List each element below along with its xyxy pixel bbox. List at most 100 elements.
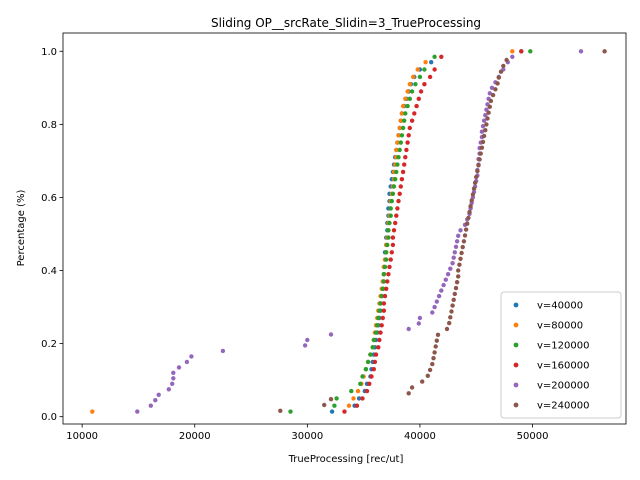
data-point [153, 398, 158, 403]
data-point [398, 118, 403, 123]
data-point [454, 239, 460, 244]
y-axis-label: Percentage (%) [16, 190, 27, 267]
chart-title: Sliding OP__srcRate_Slidin=3_TrueProcess… [211, 16, 481, 30]
data-point [427, 74, 433, 80]
series-v-160000 [342, 49, 524, 414]
data-point [380, 315, 385, 321]
data-point [382, 264, 388, 270]
data-point [439, 288, 444, 293]
data-point [397, 125, 402, 131]
data-point [469, 198, 474, 203]
data-point [393, 220, 398, 226]
data-point [481, 133, 487, 139]
data-point [405, 140, 410, 145]
data-point [399, 133, 405, 138]
data-point [416, 96, 421, 102]
data-point [465, 221, 470, 226]
data-point [377, 337, 382, 343]
x-tick-label: 50000 [517, 431, 549, 442]
data-point [342, 409, 347, 414]
data-point [406, 391, 411, 396]
legend-entry-label: v=160000 [537, 361, 589, 372]
data-point [388, 257, 393, 262]
data-point [422, 67, 427, 72]
data-point [351, 396, 356, 401]
data-point [395, 206, 400, 211]
data-point [487, 104, 492, 110]
data-point [278, 408, 283, 413]
data-point [493, 87, 498, 92]
data-point [452, 291, 457, 297]
data-point [396, 133, 401, 138]
series-v-240000 [278, 49, 607, 413]
data-point [466, 215, 471, 221]
legend-marker [513, 302, 519, 308]
x-tick-label: 20000 [179, 431, 211, 442]
data-point [156, 392, 161, 397]
legend-marker [513, 382, 519, 388]
data-point [379, 323, 384, 328]
data-point [400, 125, 406, 131]
data-point [393, 177, 398, 182]
x-tick-label: 40000 [404, 431, 436, 442]
data-point [400, 169, 406, 175]
y-tick-label: 0.4 [41, 266, 57, 277]
data-point [448, 266, 453, 271]
data-point [363, 367, 369, 372]
data-point [450, 261, 455, 266]
data-point [425, 373, 430, 378]
legend-entry-label: v=120000 [537, 341, 589, 352]
data-point [439, 54, 444, 59]
data-point [501, 63, 506, 69]
data-point [510, 49, 515, 54]
data-point [390, 191, 396, 196]
data-point [461, 239, 467, 244]
data-point [458, 228, 463, 233]
data-point [490, 92, 496, 98]
data-point [475, 168, 480, 174]
data-point [485, 116, 490, 121]
data-point [394, 147, 399, 153]
data-point [381, 301, 387, 306]
data-point [452, 250, 457, 255]
data-point [413, 82, 418, 87]
data-point [391, 184, 397, 189]
data-point [402, 162, 407, 167]
data-point [358, 381, 363, 386]
data-point [422, 82, 427, 87]
data-point [381, 279, 387, 284]
data-point [417, 74, 423, 80]
data-point [463, 227, 469, 232]
data-point [390, 242, 396, 248]
data-point [381, 308, 387, 313]
plot-frame [62, 32, 627, 425]
data-point [432, 67, 437, 72]
data-point [488, 98, 494, 104]
data-point [360, 374, 365, 379]
data-point [504, 57, 509, 63]
data-point [430, 361, 435, 367]
data-point [481, 118, 487, 123]
data-point [602, 49, 607, 54]
data-point [354, 403, 360, 408]
data-point [90, 409, 95, 414]
data-point [496, 75, 501, 80]
data-point [467, 209, 472, 215]
data-point [484, 122, 489, 127]
data-point [435, 332, 441, 337]
data-point [483, 128, 488, 133]
data-point [406, 133, 411, 138]
data-point [456, 274, 461, 279]
data-point [395, 140, 400, 145]
data-point [405, 103, 410, 109]
data-point [434, 299, 439, 304]
y-tick-label: 0.6 [41, 193, 57, 204]
data-point [373, 330, 379, 335]
data-point [373, 352, 379, 357]
data-point [371, 367, 376, 372]
legend-frame [500, 291, 622, 419]
data-point [436, 293, 442, 299]
data-point [386, 272, 391, 277]
data-point [170, 381, 175, 386]
data-point [486, 110, 491, 115]
